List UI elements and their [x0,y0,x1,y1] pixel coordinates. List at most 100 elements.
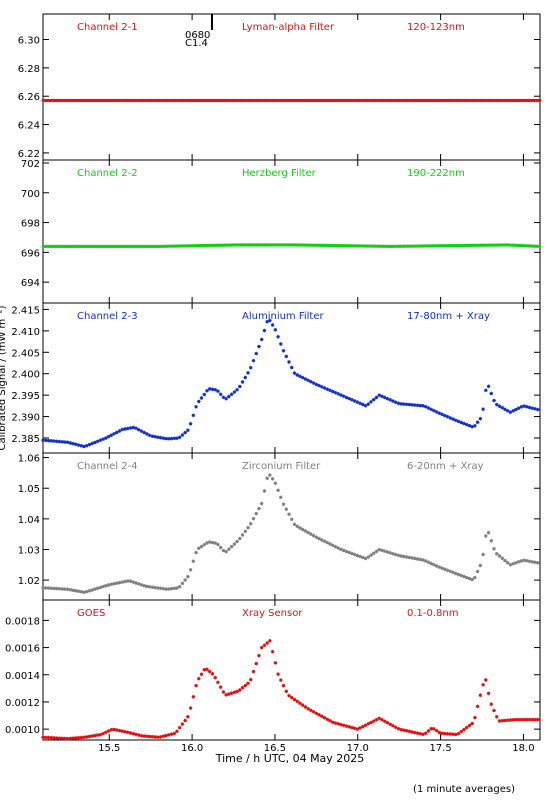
data-point [355,727,360,731]
data-point [65,736,70,741]
data-point [106,729,111,733]
data-point [355,553,360,558]
data-point [309,532,313,536]
data-point [497,554,502,558]
data-point [79,443,84,448]
data-point [270,477,275,481]
data-point [262,489,267,493]
data-point [248,677,253,682]
data-point [221,548,226,553]
data-point [238,384,242,389]
panel-label: Channel 2-2 [77,168,138,179]
data-point [82,590,86,595]
data-point [514,717,518,722]
data-point [131,731,136,736]
data-point [139,733,144,738]
data-point [492,708,496,713]
data-point [508,410,513,414]
data-point [46,586,51,590]
data-point [339,547,343,552]
data-point [175,436,179,440]
data-point [74,588,78,593]
data-point [251,669,256,674]
data-point [473,575,477,580]
data-point [456,419,461,424]
data-point [393,552,398,557]
data-point [93,733,97,738]
data-point [177,725,182,730]
data-point [516,406,521,410]
data-point [456,731,461,736]
y-tick-label: 2.410 [11,327,40,338]
y-tick-label: 6.30 [18,36,40,47]
data-point [418,731,423,736]
data-point [453,732,458,737]
data-point [434,410,439,414]
data-point [210,672,215,676]
data-point [519,405,524,409]
y-tick-label: 2.395 [11,391,40,402]
data-point [314,535,319,540]
data-series [41,243,542,248]
panel-frame [42,452,541,601]
data-point [52,586,56,591]
data-point [131,425,136,430]
data-point [522,558,526,563]
panel-label: Channel 2-3 [77,311,138,322]
data-point [369,553,373,558]
data-point [279,342,283,346]
data-point [402,728,406,732]
data-point [281,683,286,688]
data-point [322,539,327,544]
data-point [95,439,100,444]
data-point [391,723,395,728]
data-point [478,693,483,697]
data-point [147,433,152,438]
data-point [276,335,280,339]
x-axis-label: Time / h UTC, 04 May 2025 [215,752,365,765]
data-point [470,721,474,726]
data-point [519,717,524,722]
data-point [325,717,330,722]
data-point [60,439,64,444]
data-point [216,389,220,393]
data-point [451,417,455,421]
data-point [248,521,253,526]
data-point [437,565,442,569]
data-point [306,378,310,383]
data-point [71,588,75,593]
data-point [322,386,327,390]
y-tick-label: 0.0016 [5,644,40,655]
data-point [350,551,354,556]
data-point [57,736,62,740]
data-point [43,438,48,443]
data-point [180,722,185,726]
data-point [287,360,291,364]
data-point [352,726,357,731]
y-tick-label: 0.0012 [5,698,40,709]
data-point [57,439,62,444]
data-point [177,435,182,440]
data-point [172,436,177,441]
data-point [65,587,70,592]
data-point [320,538,324,542]
data-point [150,434,155,438]
data-point [289,517,294,522]
x-tick-label: 16.5 [264,743,286,754]
data-point [303,705,308,709]
data-point [535,407,540,412]
data-point [257,344,261,349]
data-point [240,380,245,384]
data-point [136,427,141,432]
data-point [369,720,373,725]
data-point [139,429,144,433]
data-point [101,584,105,589]
panel-frame [42,302,541,454]
data-point [374,717,379,722]
data-point [238,536,242,541]
data-point [525,717,529,722]
data-point [164,436,168,441]
data-point [309,379,313,384]
data-point [475,420,480,425]
data-point [317,383,321,388]
